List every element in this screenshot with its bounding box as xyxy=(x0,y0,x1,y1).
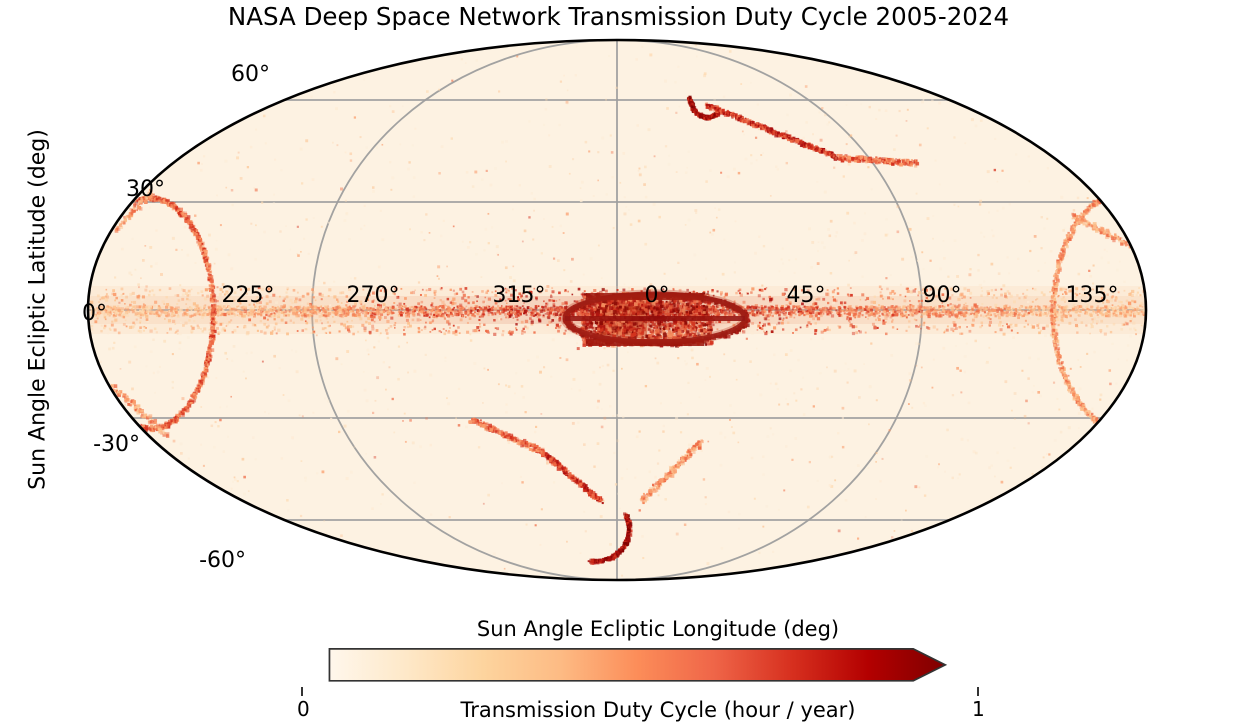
colorbar-tickmark-min xyxy=(301,687,303,696)
lower-hook-track xyxy=(467,417,704,565)
colorbar-tick-min: 0 xyxy=(297,697,310,721)
colorbar-gradient xyxy=(328,648,948,682)
lon-tick-0: 0° xyxy=(644,283,670,308)
lon-tick-45: 45° xyxy=(786,283,826,308)
lon-tick-135: 135° xyxy=(1065,283,1119,308)
x-axis-label: Sun Angle Ecliptic Longitude (deg) xyxy=(476,617,840,641)
lon-tick-270: 270° xyxy=(346,283,400,308)
lat-tick-30: 30° xyxy=(126,177,165,202)
lon-tick-225: 225° xyxy=(221,283,275,308)
right-limb-loop-track xyxy=(1050,198,1132,425)
upper-hook-track xyxy=(686,95,920,168)
colorbar-label: Transmission Duty Cycle (hour / year) xyxy=(460,698,856,722)
left-limb-loop-track xyxy=(110,188,217,438)
lat-tick-0: 0° xyxy=(82,301,107,326)
lon-tick-315: 315° xyxy=(492,283,546,308)
map-svg xyxy=(86,38,1148,582)
lat-tick-60: 60° xyxy=(231,62,270,87)
colorbar-tickmark-max xyxy=(977,687,979,696)
colorbar xyxy=(328,648,948,682)
lat-tick--30: -30° xyxy=(93,432,140,457)
colorbar-tick-max: 1 xyxy=(972,697,985,721)
data-layer xyxy=(88,43,1146,577)
lat-tick--60: -60° xyxy=(199,548,246,573)
page-title: NASA Deep Space Network Transmission Dut… xyxy=(227,2,1010,31)
map-outline xyxy=(86,38,1148,582)
lon-tick-90: 90° xyxy=(922,283,962,308)
mollweide-sky-map: 60° 30° 0° -30° -60° 225° 270° 315° 0° 4… xyxy=(82,38,1148,582)
